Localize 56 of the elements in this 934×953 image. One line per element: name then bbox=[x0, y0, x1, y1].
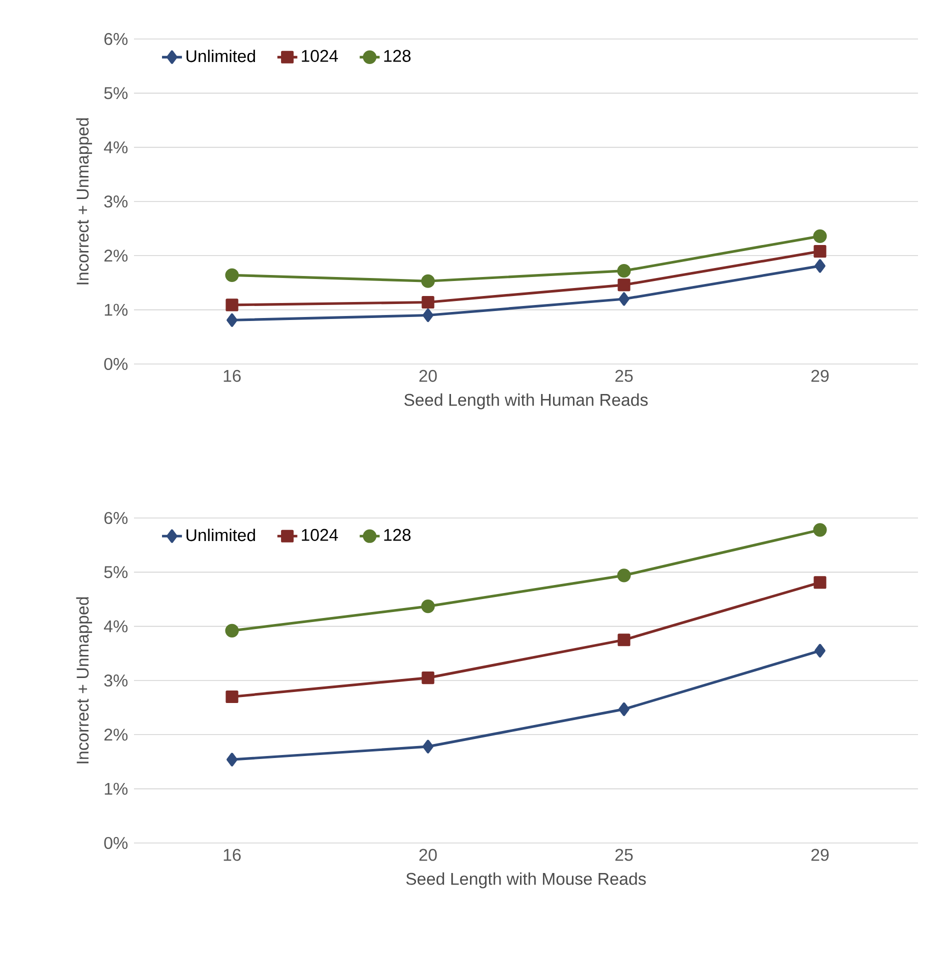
point bbox=[618, 278, 630, 292]
legend-label: 128 bbox=[384, 50, 411, 62]
y-tick-label: 4% bbox=[104, 620, 128, 632]
point bbox=[225, 624, 239, 638]
point bbox=[618, 702, 630, 716]
point bbox=[226, 752, 238, 766]
point bbox=[618, 634, 630, 646]
x-tick-label: 16 bbox=[224, 370, 241, 382]
legend-label: 1024 bbox=[302, 50, 338, 62]
point bbox=[225, 268, 239, 282]
legend-label: 1024 bbox=[302, 528, 338, 541]
point bbox=[813, 229, 827, 243]
legend-label: 128 bbox=[384, 528, 411, 541]
y-tick-label: 0% bbox=[104, 358, 128, 370]
x-tick-label: 25 bbox=[615, 370, 633, 382]
y-tick-label: 3% bbox=[104, 674, 128, 687]
x-tick-label: 20 bbox=[419, 370, 437, 382]
y-tick-label: 5% bbox=[104, 566, 128, 578]
y-axis-title: Incorrect + Unmapped bbox=[76, 118, 92, 284]
y-axis-title: Incorrect + Unmapped bbox=[76, 597, 92, 764]
y-tick-label: 5% bbox=[104, 87, 128, 100]
point bbox=[813, 523, 827, 537]
x-tick-label: 16 bbox=[224, 848, 241, 861]
point bbox=[421, 274, 435, 288]
point bbox=[422, 671, 434, 684]
point bbox=[422, 296, 434, 309]
legend-label: Unlimited bbox=[186, 528, 255, 542]
point bbox=[226, 690, 238, 704]
point bbox=[814, 259, 826, 273]
point bbox=[814, 644, 826, 658]
point bbox=[618, 292, 630, 306]
y-tick-label: 4% bbox=[104, 141, 128, 154]
x-tick-label: 29 bbox=[811, 370, 829, 382]
point bbox=[226, 313, 238, 327]
y-tick-label: 3% bbox=[104, 195, 128, 208]
y-tick-label: 2% bbox=[104, 728, 128, 741]
x-axis-title: Seed Length with Mouse Reads bbox=[406, 872, 646, 888]
point bbox=[617, 568, 631, 582]
y-tick-label: 1% bbox=[104, 782, 128, 795]
point bbox=[421, 599, 435, 614]
y-tick-label: 6% bbox=[104, 32, 128, 46]
x-tick-label: 20 bbox=[419, 848, 437, 861]
x-tick-label: 29 bbox=[811, 848, 829, 861]
point bbox=[814, 576, 826, 589]
y-tick-label: 2% bbox=[104, 250, 128, 262]
point bbox=[226, 298, 238, 312]
y-tick-label: 6% bbox=[104, 512, 128, 524]
x-tick-label: 25 bbox=[615, 848, 633, 861]
legend-label: Unlimited bbox=[186, 50, 255, 62]
point bbox=[814, 245, 826, 258]
point bbox=[422, 740, 434, 754]
y-tick-label: 1% bbox=[104, 304, 128, 316]
point bbox=[617, 264, 631, 278]
x-axis-title: Seed Length with Human Reads bbox=[404, 393, 648, 410]
point bbox=[422, 308, 434, 322]
y-tick-label: 0% bbox=[104, 836, 128, 850]
